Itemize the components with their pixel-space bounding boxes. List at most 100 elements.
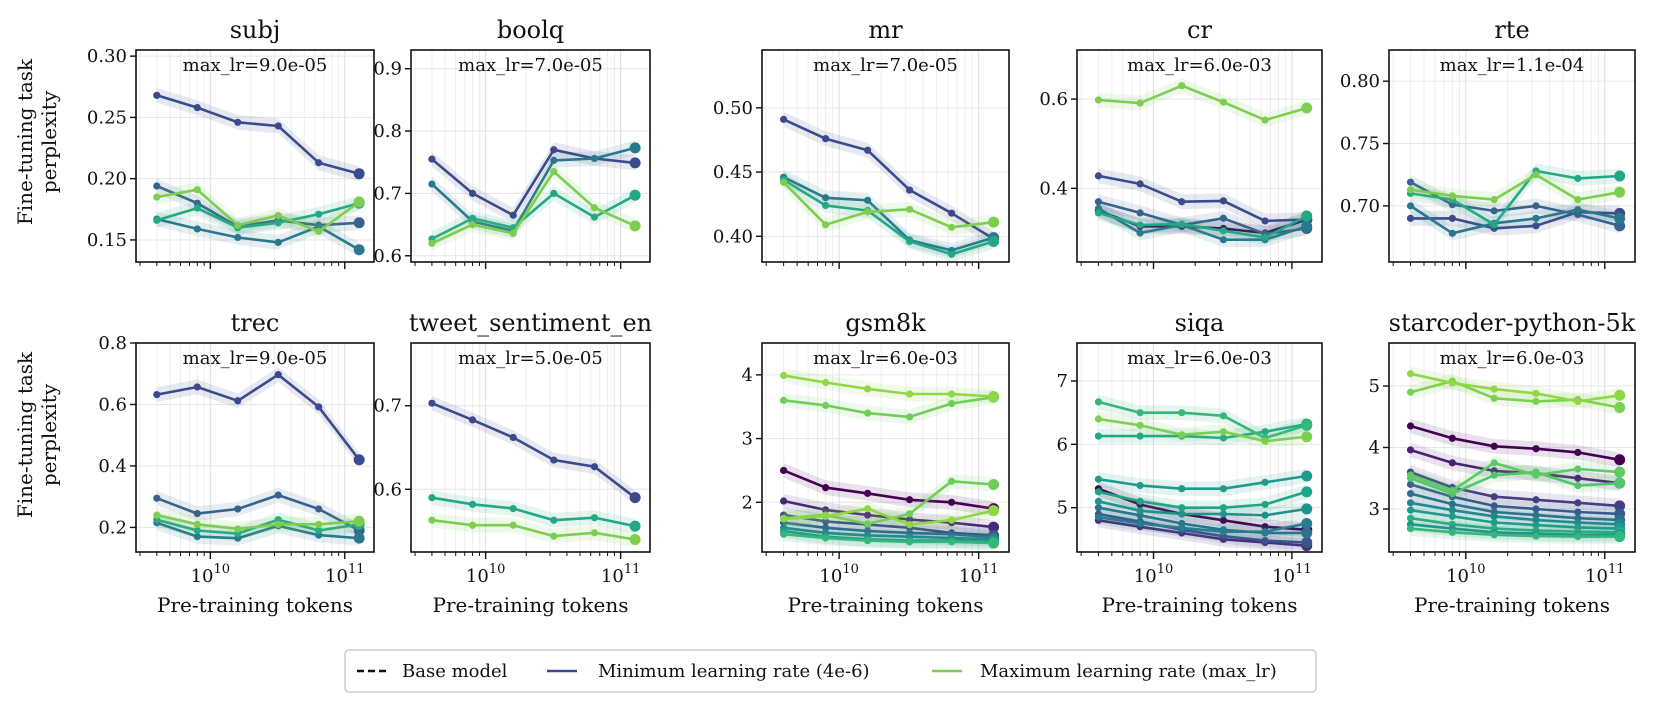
- data-point: [590, 514, 599, 522]
- data-point: [864, 489, 872, 497]
- max-lr-annotation: max_lr=1.1e-04: [1440, 55, 1585, 76]
- data-point: [550, 516, 558, 524]
- data-point-final: [629, 142, 641, 154]
- plot-area: [762, 50, 1009, 262]
- data-point: [315, 505, 323, 513]
- data-point: [274, 371, 282, 379]
- data-point: [193, 533, 201, 541]
- data-point: [468, 214, 477, 222]
- x-tick-label: 1011: [1585, 562, 1624, 587]
- x-axis: [139, 262, 346, 269]
- panels: 0.150.200.250.30subjmax_lr=9.0e-050.60.7…: [87, 16, 1636, 617]
- series-group: [780, 368, 1000, 551]
- series-line: [156, 94, 360, 176]
- data-point-final: [988, 537, 1000, 549]
- confidence-band: [1410, 174, 1620, 234]
- data-point-final: [1614, 477, 1626, 489]
- data-point: [1261, 478, 1269, 486]
- series-line: [156, 184, 360, 228]
- data-point: [428, 239, 436, 247]
- data-point: [590, 213, 599, 221]
- data-point: [193, 383, 201, 391]
- data-point-final: [988, 391, 1000, 403]
- data-point: [1406, 446, 1415, 454]
- data-point: [1532, 505, 1540, 513]
- x-tick-exponent: 10: [489, 562, 506, 577]
- series-lr3: [153, 515, 365, 546]
- data-point: [1448, 434, 1456, 442]
- data-point: [550, 532, 558, 540]
- data-point: [1094, 398, 1103, 406]
- data-point: [864, 511, 872, 519]
- x-axis: 1010 1011: [765, 552, 998, 587]
- data-point: [1448, 192, 1456, 200]
- data-point: [1490, 493, 1498, 501]
- series-line: [431, 496, 636, 528]
- data-point: [274, 520, 282, 528]
- data-point: [1574, 482, 1582, 490]
- y-tick-label: 0.20: [87, 169, 127, 190]
- data-point-final: [1614, 531, 1626, 543]
- data-point-final: [1614, 466, 1626, 478]
- x-tick-label: 1010: [819, 562, 858, 587]
- series-lr5: [1406, 486, 1626, 528]
- data-point: [234, 118, 242, 126]
- x-tick-label: 1011: [325, 562, 364, 587]
- data-point: [1490, 196, 1498, 204]
- panel-title: tweet_sentiment_en: [409, 309, 652, 337]
- series-line: [156, 521, 360, 540]
- data-point: [1532, 214, 1540, 222]
- data-point: [822, 506, 830, 514]
- axes-frame: [761, 342, 1010, 553]
- series-lr1: [428, 395, 641, 505]
- data-point: [1219, 434, 1228, 442]
- data-point: [1406, 370, 1415, 378]
- data-point-final: [629, 533, 641, 545]
- series-lr1: [1406, 418, 1626, 468]
- data-point: [1136, 180, 1144, 188]
- x-tick-exponent: 10: [214, 562, 231, 577]
- data-point: [1219, 428, 1228, 436]
- data-point: [1532, 532, 1540, 540]
- data-point: [948, 538, 956, 546]
- series-line: [431, 518, 636, 541]
- data-point: [1261, 528, 1269, 536]
- data-point: [153, 193, 161, 201]
- series-line: [1410, 527, 1620, 538]
- data-point: [948, 498, 956, 506]
- x-tick-label: 1010: [1446, 562, 1485, 587]
- data-point-final: [988, 521, 1000, 533]
- data-point: [1136, 99, 1144, 107]
- data-point: [1219, 528, 1228, 536]
- series-line: [783, 176, 994, 252]
- ylabel-row-1-line-1: Fine-tuning task: [13, 58, 37, 225]
- data-point: [193, 509, 201, 518]
- confidence-band: [156, 182, 360, 239]
- data-point: [864, 146, 872, 154]
- data-point-final: [988, 216, 1000, 228]
- y-axis: 0.15 0.20 0.25 0.30: [87, 46, 136, 251]
- axes-frame: [761, 49, 1010, 263]
- series-line: [156, 513, 360, 531]
- series-lr3: [428, 512, 641, 547]
- y-tick-label: 4: [742, 365, 753, 386]
- y-tick-label: 0.7: [373, 183, 402, 204]
- grid: [1077, 50, 1322, 262]
- series-lr5: [153, 507, 365, 537]
- data-point: [550, 456, 558, 464]
- y-axis: 5 6 7: [1057, 371, 1077, 519]
- data-point: [153, 494, 161, 502]
- data-point: [153, 182, 161, 190]
- data-point: [906, 515, 914, 524]
- data-point: [509, 504, 517, 513]
- confidence-band: [1410, 521, 1620, 544]
- data-point: [1490, 531, 1498, 539]
- data-point: [550, 167, 558, 176]
- series-lr14: [1406, 366, 1626, 409]
- data-point: [1490, 471, 1498, 479]
- data-point: [1574, 474, 1582, 482]
- confidence-band: [156, 367, 360, 468]
- data-point: [1094, 488, 1103, 496]
- data-point: [864, 409, 872, 417]
